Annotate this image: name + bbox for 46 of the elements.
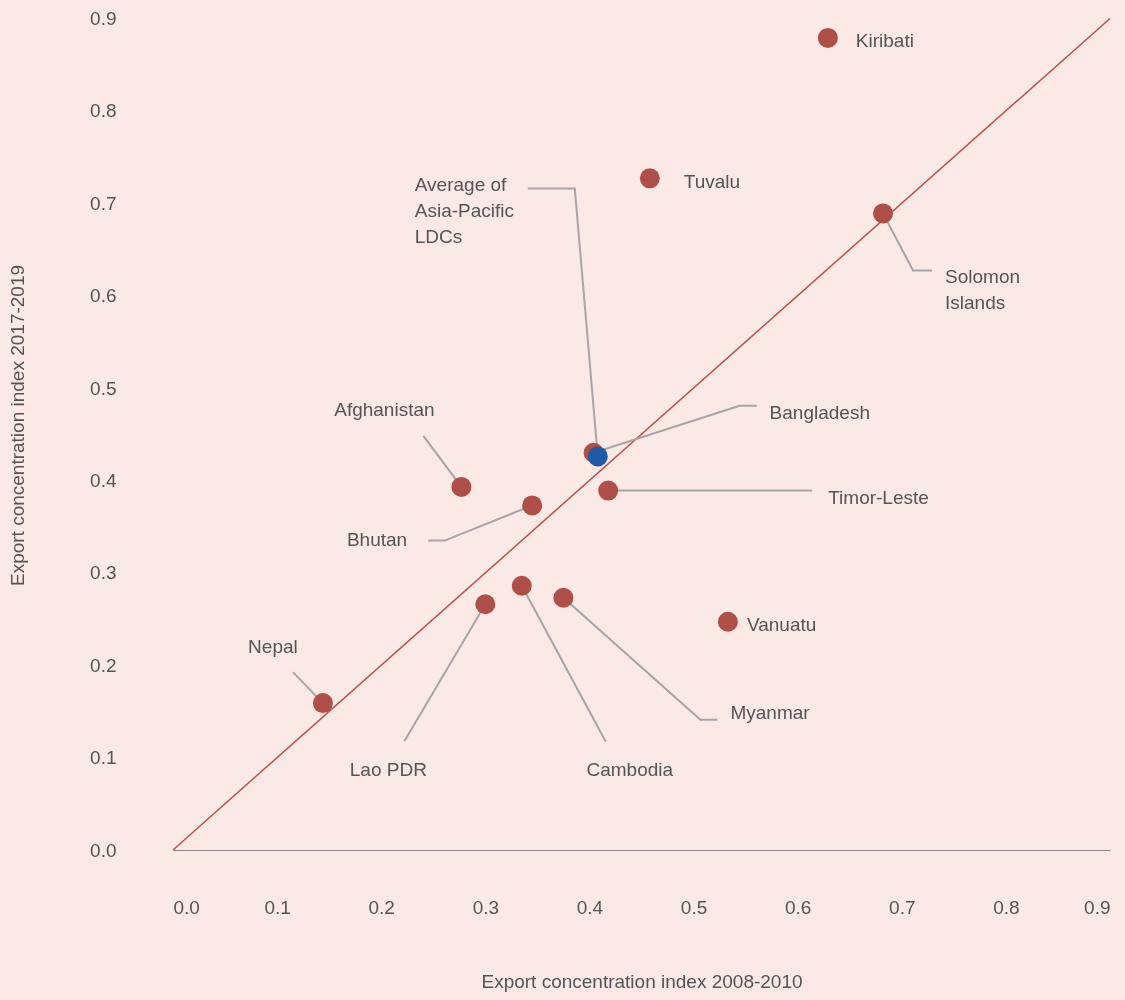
x-tick-label: 0.1 — [264, 896, 291, 918]
annotation: Solomon Islands — [945, 266, 1021, 314]
annotation: Cambodia — [586, 758, 674, 780]
point — [522, 495, 543, 516]
x-tick-label: 0.5 — [680, 896, 708, 918]
y-tick-label: 0.6 — [90, 285, 117, 307]
x-tick-label: 0.0 — [173, 896, 200, 918]
annotation: Bangladesh — [769, 401, 870, 423]
point — [475, 594, 496, 615]
annotation: Nepal — [248, 636, 298, 658]
point — [817, 27, 838, 48]
annotation: Myanmar — [730, 701, 811, 723]
y-tick-label: 0.3 — [90, 562, 117, 584]
annotation: Vanuatu — [746, 613, 817, 635]
point — [553, 587, 574, 608]
point — [312, 693, 333, 714]
x-tick-label: 0.7 — [889, 896, 916, 918]
x-tick-label: 0.8 — [993, 896, 1020, 918]
annotation: Kiribati — [855, 29, 914, 51]
x-tick-label: 0.2 — [368, 896, 395, 918]
annotation: Tuvalu — [683, 171, 741, 193]
annotation: Timor-Leste — [828, 486, 929, 508]
y-tick-label: 0.4 — [90, 469, 117, 491]
annotation: Afghanistan — [334, 398, 435, 420]
x-tick-label: 0.6 — [784, 896, 812, 918]
point — [717, 611, 738, 632]
y-tick-label: 0.1 — [90, 747, 117, 769]
x-tick-label: 0.4 — [576, 896, 604, 918]
annotation: Average of Asia-Pacific LDCs — [414, 174, 515, 248]
y-tick-label: 0.5 — [90, 377, 117, 399]
y-tick-label: 0.8 — [90, 100, 117, 122]
y-tick-label: 0.9 — [90, 7, 117, 29]
y-tick-label: 0.0 — [90, 839, 117, 861]
y-tick-label: 0.2 — [90, 654, 117, 676]
x-tick-label: 0.3 — [472, 896, 500, 918]
y-tick-label: 0.7 — [90, 192, 117, 214]
point — [639, 168, 660, 189]
point — [873, 203, 894, 224]
x-axis-title: Export concentration index 2008-2010 — [481, 970, 803, 992]
point — [451, 476, 472, 497]
point — [598, 480, 619, 501]
annotation: Bhutan — [346, 529, 408, 551]
x-tick-label: 0.9 — [1084, 896, 1111, 918]
annotation: Lao PDR — [349, 759, 427, 781]
point — [511, 575, 532, 596]
y-axis-title: Export concentration index 2017-2019 — [7, 264, 29, 587]
